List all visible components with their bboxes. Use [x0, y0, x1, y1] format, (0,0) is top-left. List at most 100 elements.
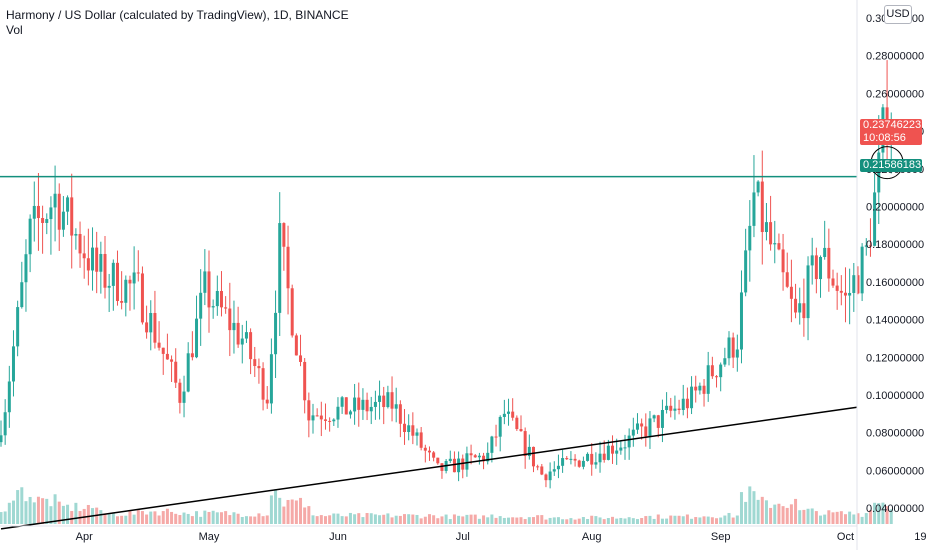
- candle-body: [511, 411, 515, 418]
- volume-bar: [598, 517, 602, 524]
- candle-body: [640, 423, 644, 427]
- candle-body: [623, 447, 627, 449]
- candle-body: [739, 292, 743, 350]
- candle-body: [319, 415, 323, 420]
- candle-body: [419, 432, 423, 448]
- volume-bar: [307, 506, 311, 524]
- volume-bar: [190, 516, 194, 524]
- candle-body: [531, 446, 535, 467]
- volume-bar: [28, 496, 32, 524]
- volume-bar: [66, 504, 70, 524]
- candle-body: [153, 312, 157, 343]
- time-tick-label: Aug: [582, 531, 602, 543]
- currency-button[interactable]: USD: [884, 5, 912, 24]
- volume-bar: [748, 486, 752, 524]
- volume-bar: [203, 510, 207, 524]
- candle-body: [448, 458, 452, 462]
- candle-body: [340, 397, 344, 407]
- volume-bar: [540, 515, 544, 524]
- candle-body: [28, 218, 32, 255]
- volume-bar: [294, 500, 298, 524]
- volume-bar: [311, 515, 315, 524]
- candle-body: [57, 193, 61, 230]
- volume-bar: [423, 516, 427, 524]
- candle-body: [710, 365, 714, 377]
- volume-bar: [581, 517, 585, 524]
- volume-bar: [590, 515, 594, 524]
- candle-body: [265, 399, 269, 404]
- candle-body: [7, 381, 11, 413]
- volume-bar: [115, 516, 119, 524]
- volume-bar: [760, 496, 764, 524]
- candle-body: [789, 286, 793, 299]
- volume-label[interactable]: Vol: [6, 23, 23, 37]
- volume-bar: [224, 511, 228, 524]
- candle-body: [839, 290, 843, 293]
- candle-body: [606, 445, 610, 460]
- candle-body: [586, 453, 590, 461]
- volume-bar: [835, 511, 839, 524]
- volume-bar: [228, 515, 232, 524]
- price-tick-label: 0.28000000: [866, 51, 924, 63]
- drawings[interactable]: [0, 146, 904, 530]
- candle-body: [427, 450, 431, 453]
- volume-bar: [735, 515, 739, 524]
- price-tick-label: 0.04000000: [866, 503, 924, 515]
- candle-body: [457, 458, 461, 473]
- candle-body: [569, 458, 573, 460]
- volume-bar: [3, 511, 7, 524]
- volume-bar: [357, 513, 361, 524]
- price-tick-label: 0.10000000: [866, 390, 924, 402]
- volume-bar: [764, 500, 768, 524]
- volume-bar: [677, 515, 681, 524]
- volume-bar: [819, 515, 823, 524]
- volume-bar: [407, 514, 411, 524]
- candle-body: [440, 463, 444, 471]
- volume-bar: [348, 512, 352, 524]
- time-tick-label: Jul: [456, 531, 470, 543]
- candle-body: [864, 245, 868, 247]
- volume-bar: [403, 514, 407, 524]
- candle-body: [82, 253, 86, 259]
- volume-bar: [182, 512, 186, 524]
- candle-body: [161, 347, 165, 354]
- volume-bar: [195, 511, 199, 524]
- volume-bar: [652, 518, 656, 524]
- candle-body: [656, 415, 660, 428]
- candle-body: [756, 181, 760, 193]
- volume-bar: [706, 516, 710, 524]
- volume-bar: [877, 503, 881, 524]
- candle-body: [685, 398, 689, 409]
- volume-bar: [798, 510, 802, 524]
- volume-bar: [394, 515, 398, 524]
- volume-bar: [544, 519, 548, 524]
- candle-body: [294, 335, 298, 356]
- candle-body: [91, 247, 95, 271]
- volume-bar: [61, 505, 65, 524]
- volume-bar: [644, 516, 648, 524]
- candle-body: [344, 397, 348, 415]
- candle-body: [781, 249, 785, 273]
- candle-body: [482, 455, 486, 462]
- candle-body: [16, 307, 20, 347]
- volume-bar: [515, 517, 519, 524]
- symbol-title[interactable]: Harmony / US Dollar (calculated by Tradi…: [6, 8, 349, 22]
- candle-body: [773, 243, 777, 245]
- volume-bar: [253, 516, 257, 524]
- candle-body: [66, 197, 70, 212]
- candle-body: [219, 290, 223, 308]
- candle-body: [565, 458, 569, 460]
- candle-body: [386, 392, 390, 408]
- volume-bar: [336, 513, 340, 524]
- candle-body: [590, 453, 594, 465]
- volume-bar: [11, 500, 15, 524]
- volume-bar: [694, 517, 698, 524]
- volume-bar: [569, 518, 573, 524]
- candle-body: [78, 234, 82, 254]
- candle-body: [727, 337, 731, 359]
- candle-body: [174, 361, 178, 383]
- candle-body: [660, 410, 664, 428]
- volume-bar: [315, 516, 319, 524]
- volume-bar: [864, 513, 868, 524]
